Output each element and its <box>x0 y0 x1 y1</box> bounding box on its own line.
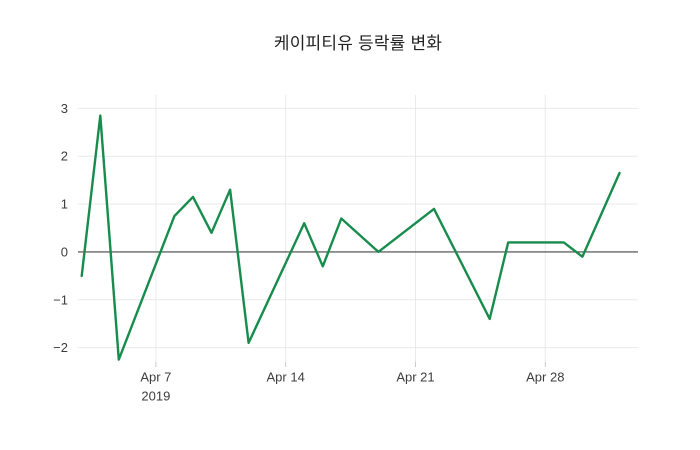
y-tick-label: 2 <box>61 149 68 164</box>
y-tick-label: 3 <box>61 101 68 116</box>
y-tick-label: 0 <box>61 244 68 259</box>
y-tick-label: 1 <box>61 197 68 212</box>
y-tick-label: −1 <box>53 292 68 307</box>
x-tick-label: Apr 7 <box>140 370 171 385</box>
x-tick-label: Apr 28 <box>526 370 564 385</box>
x-tick-label: Apr 14 <box>267 370 305 385</box>
y-tick-label: −2 <box>53 340 68 355</box>
x-tick-label: Apr 21 <box>396 370 434 385</box>
x-tick-year-label: 2019 <box>141 389 170 404</box>
series-line <box>80 114 621 361</box>
chart-title: 케이피티유 등락률 변화 <box>273 34 443 53</box>
